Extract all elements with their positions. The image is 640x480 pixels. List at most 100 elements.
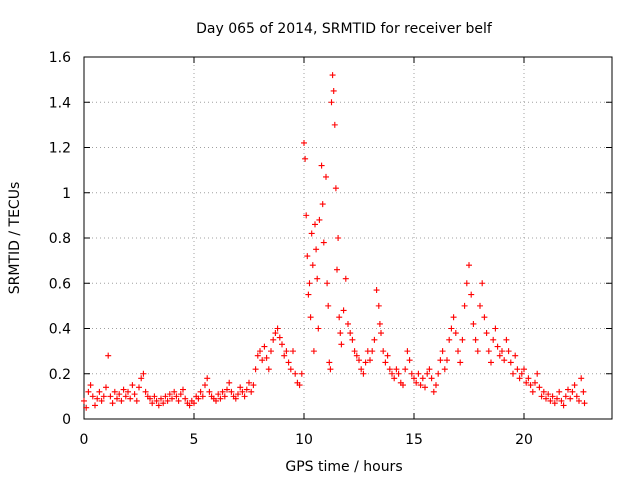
y-tick-label: 1.2 — [49, 141, 71, 157]
data-point — [175, 397, 182, 404]
data-point — [400, 382, 406, 389]
data-point — [430, 388, 437, 395]
data-point — [415, 370, 422, 377]
data-point — [180, 386, 186, 393]
data-point — [395, 370, 402, 377]
data-point — [246, 379, 252, 386]
data-point — [457, 359, 464, 366]
data-point — [353, 352, 360, 359]
data-point — [534, 370, 541, 377]
y-axis-label: SRMTID / TECUs — [7, 182, 23, 295]
data-point — [529, 388, 536, 395]
data-point — [320, 239, 327, 246]
data-point — [444, 357, 450, 364]
data-point — [127, 395, 134, 402]
data-point — [164, 397, 171, 404]
data-point — [129, 382, 136, 389]
data-point — [151, 393, 158, 400]
data-point — [279, 341, 285, 348]
x-tick-label: 5 — [190, 432, 199, 448]
data-point — [239, 388, 246, 395]
data-point — [283, 348, 290, 355]
data-point — [219, 388, 226, 395]
data-point — [327, 366, 334, 373]
x-axis-label: GPS time / hours — [285, 459, 402, 475]
data-point — [562, 393, 569, 400]
data-point — [166, 391, 173, 398]
data-point — [567, 395, 574, 402]
data-point — [92, 402, 98, 409]
data-point — [285, 359, 292, 366]
data-point — [488, 359, 494, 366]
data-point — [402, 366, 409, 373]
data-point — [578, 375, 585, 382]
data-point — [428, 375, 435, 382]
data-point — [525, 375, 532, 382]
data-point — [173, 393, 180, 400]
data-point — [376, 320, 383, 327]
data-point — [576, 397, 582, 404]
data-point — [325, 302, 332, 309]
data-point — [202, 382, 208, 389]
data-point — [540, 388, 547, 395]
data-point — [345, 320, 351, 327]
data-point — [571, 382, 578, 389]
data-point — [468, 291, 475, 298]
data-point — [304, 253, 311, 260]
data-point — [514, 366, 521, 373]
data-point — [556, 388, 563, 395]
data-point — [259, 357, 266, 364]
x-tick-label: 10 — [295, 432, 313, 448]
data-point — [153, 397, 160, 404]
data-point — [160, 400, 167, 407]
data-point — [319, 201, 326, 208]
data-point — [329, 72, 336, 79]
data-point — [494, 343, 501, 350]
data-point — [419, 375, 426, 382]
data-point — [149, 400, 156, 407]
data-point — [217, 395, 224, 402]
data-point — [389, 370, 395, 377]
data-point — [342, 275, 349, 282]
data-point — [318, 162, 325, 169]
data-point — [237, 384, 244, 391]
data-point — [470, 320, 477, 327]
data-point — [523, 379, 530, 386]
data-point — [81, 397, 87, 404]
data-point — [371, 336, 378, 343]
data-point — [499, 348, 505, 355]
data-point — [136, 384, 142, 391]
data-point — [485, 348, 492, 355]
data-point — [171, 388, 178, 395]
data-point — [331, 121, 338, 128]
data-point — [114, 395, 120, 402]
data-point — [532, 379, 538, 386]
data-point — [195, 395, 202, 402]
data-point — [351, 348, 358, 355]
data-point — [503, 336, 510, 343]
data-point — [177, 391, 184, 398]
data-point — [466, 262, 472, 269]
data-point — [373, 287, 380, 294]
data-point — [516, 375, 523, 382]
data-point — [362, 359, 369, 366]
data-point — [228, 388, 235, 395]
data-point — [340, 307, 347, 314]
data-point — [512, 352, 519, 359]
data-point — [492, 325, 499, 332]
data-point — [581, 400, 588, 407]
data-point — [107, 393, 114, 400]
data-point — [461, 302, 468, 309]
data-point — [303, 212, 310, 219]
axis-ticks: 0 5 10 15 20 0 0.2 0.4 0.6 0.8 1 1.2 1.4 1.6 — [49, 50, 612, 448]
data-point — [147, 395, 153, 402]
data-point — [296, 382, 303, 389]
data-point — [257, 348, 263, 355]
data-point — [347, 330, 354, 337]
data-point — [406, 357, 413, 364]
data-point — [417, 382, 424, 389]
data-point — [433, 382, 439, 389]
data-point — [312, 221, 318, 228]
y-tick-label: 0.8 — [49, 231, 71, 247]
